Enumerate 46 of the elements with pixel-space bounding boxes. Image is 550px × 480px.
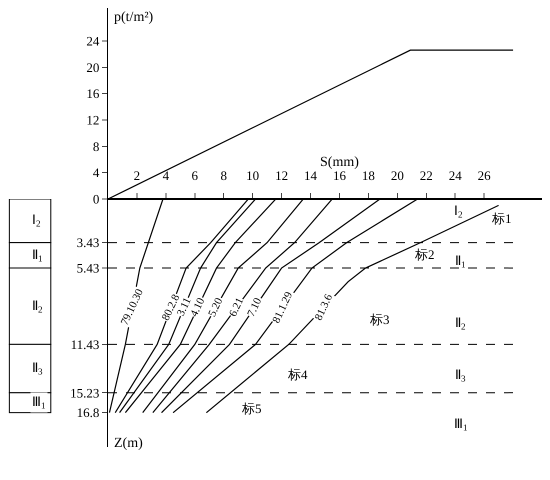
annotation: Ⅲ$_{1}$ xyxy=(454,416,468,433)
annotation: Ⅱ$_{2}$ xyxy=(455,315,466,332)
y-tick-label: 0 xyxy=(92,192,100,207)
annotation: 标4 xyxy=(287,367,308,382)
x-tick-label: 20 xyxy=(390,168,404,183)
x-tick-label: 8 xyxy=(220,168,227,183)
annotation: 标3 xyxy=(369,312,390,327)
x-tick-label: 16 xyxy=(332,168,346,183)
annotation: Ⅰ$_{2}$ xyxy=(454,203,463,220)
text: S(mm) xyxy=(320,155,359,170)
y-axis-title: p(t/m²) xyxy=(114,10,154,25)
annotation: 标1 xyxy=(491,211,512,226)
x-tick-label: 2 xyxy=(134,168,140,183)
y-tick-label: 20 xyxy=(86,60,100,75)
y-tick-label: 16 xyxy=(86,86,100,102)
x-tick-label: 6 xyxy=(192,168,199,183)
annotation: Ⅱ$_{1}$ xyxy=(455,253,466,270)
x-tick-label: 10 xyxy=(246,168,260,183)
annotation: 标5 xyxy=(241,401,262,416)
x-tick-label: 4 xyxy=(162,168,170,183)
y-tick-label: 5.43 xyxy=(76,260,100,276)
annotation: Ⅱ$_{3}$ xyxy=(455,367,466,384)
x-tick-label: 14 xyxy=(304,168,318,183)
x-tick-label: 26 xyxy=(478,168,492,183)
category-label: Ⅱ$_{1}$ xyxy=(32,247,43,264)
text: 7.10 xyxy=(245,296,264,319)
y-tick-label: 15.23 xyxy=(70,385,100,400)
text: 5.20 xyxy=(206,296,226,319)
y-tick-label: 3.43 xyxy=(76,235,100,250)
y-tick-label: 12 xyxy=(86,112,100,128)
annotation: 标2 xyxy=(414,247,434,262)
category-label: Ⅱ$_{2}$ xyxy=(32,298,43,315)
category-label: Ⅱ$_{3}$ xyxy=(32,360,43,377)
y-tick-label: 24 xyxy=(86,33,100,48)
y-tick-label: 16.8 xyxy=(76,405,100,420)
x-tick-label: 24 xyxy=(448,168,462,183)
y-tick-label: 11.43 xyxy=(70,336,100,352)
category-label: Ⅲ$_{1}$ xyxy=(32,394,46,411)
y-axis-title: Z(m) xyxy=(114,436,144,451)
x-tick-label: 12 xyxy=(275,168,288,183)
text: 6.21 xyxy=(227,296,246,318)
text: 81.3.6 xyxy=(312,292,336,322)
y-tick-label: 8 xyxy=(92,138,100,154)
x-tick-label: 18 xyxy=(362,168,375,183)
x-tick-label: 22 xyxy=(420,168,433,183)
category-label: Ⅰ$_{2}$ xyxy=(32,212,41,229)
